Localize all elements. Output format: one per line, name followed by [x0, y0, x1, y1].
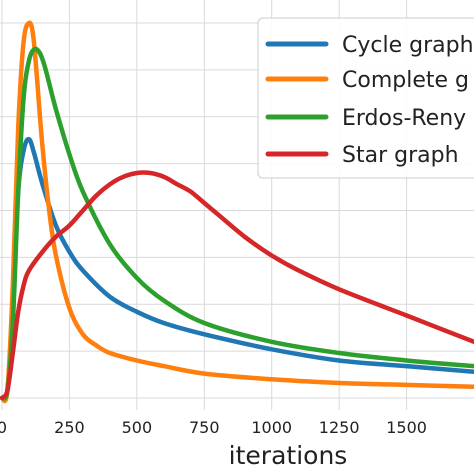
legend-label-complete-graph: Complete g — [342, 68, 469, 93]
x-tick-labels: 0 250 500 750 1000 1250 1500 — [0, 418, 427, 437]
series-line-complete-g — [0, 20, 474, 404]
x-tick-label: 1000 — [251, 418, 292, 437]
series-lines — [0, 20, 474, 404]
x-tick-label: 1500 — [386, 418, 427, 437]
x-tick-label: 500 — [122, 418, 153, 437]
x-tick-label: 0 — [0, 418, 7, 437]
legend-label-cycle-graph: Cycle graph — [342, 33, 474, 58]
legend-label-star-graph: Star graph — [342, 143, 459, 168]
x-tick-label: 750 — [189, 418, 220, 437]
legend: Cycle graph Complete g Erdos-Reny Star g… — [257, 17, 474, 179]
legend-label-erdos-renyi: Erdos-Reny — [342, 106, 466, 131]
legend-frame — [257, 17, 474, 179]
series-line-erdos-reny — [0, 46, 474, 401]
x-tick-label: 1250 — [319, 418, 360, 437]
x-tick-label: 250 — [54, 418, 85, 437]
series-line-star-graph — [0, 170, 474, 401]
x-axis-label: iterations — [229, 441, 348, 470]
